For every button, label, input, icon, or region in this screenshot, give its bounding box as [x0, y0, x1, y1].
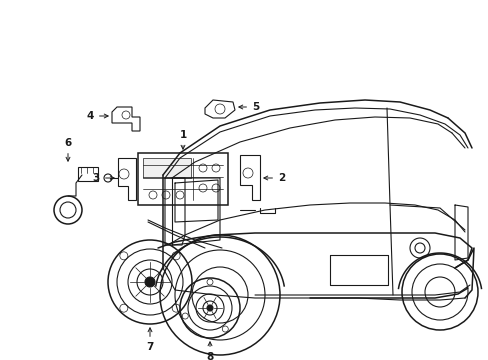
FancyBboxPatch shape [78, 167, 98, 181]
Text: 2: 2 [264, 173, 285, 183]
Text: 1: 1 [179, 130, 186, 149]
Text: 8: 8 [206, 342, 213, 360]
FancyBboxPatch shape [138, 153, 227, 205]
Circle shape [145, 277, 155, 287]
Text: 7: 7 [146, 328, 153, 352]
Circle shape [206, 305, 213, 311]
Text: 4: 4 [86, 111, 108, 121]
Text: 5: 5 [238, 102, 259, 112]
FancyBboxPatch shape [142, 158, 191, 178]
Text: 6: 6 [64, 138, 71, 161]
Text: 3: 3 [93, 173, 114, 183]
